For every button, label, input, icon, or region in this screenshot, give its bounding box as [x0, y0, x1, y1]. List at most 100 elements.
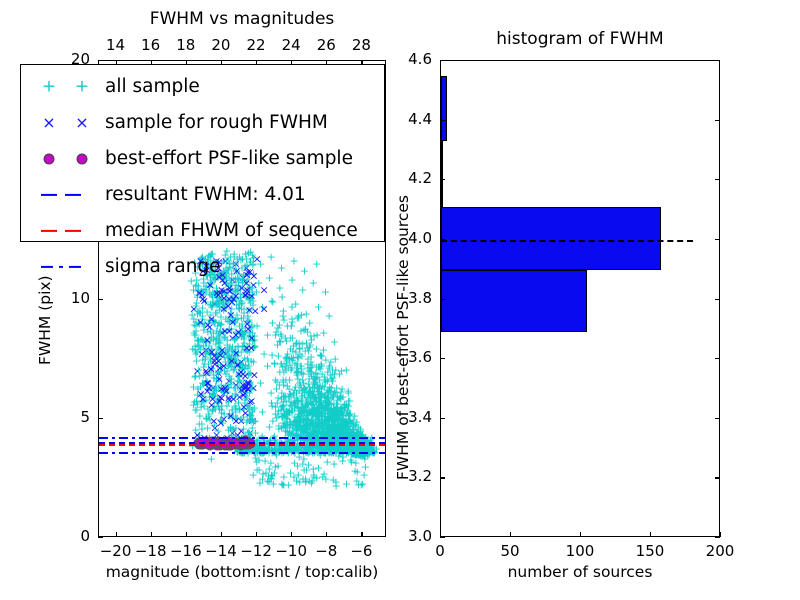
- scatter-point-all: +: [244, 314, 253, 325]
- scatter-point-all: +: [333, 412, 342, 423]
- scatter-point-all: +: [248, 336, 257, 347]
- scatter-point-all: +: [233, 350, 242, 361]
- scatter-point-all: +: [303, 423, 312, 434]
- scatter-point-all: +: [206, 326, 215, 337]
- scatter-point-all: +: [329, 414, 338, 425]
- scatter-point-all: +: [274, 351, 283, 362]
- scatter-point-rough: ×: [219, 361, 228, 372]
- scatter-point-all: +: [237, 325, 246, 336]
- scatter-point-all: +: [239, 375, 248, 386]
- scatter-point-all: +: [241, 323, 250, 334]
- scatter-point-all: +: [236, 357, 245, 368]
- scatter-point-all: +: [314, 462, 323, 473]
- scatter-point-rough: ×: [244, 384, 253, 395]
- scatter-point-all: +: [308, 421, 317, 432]
- scatter-point-all: +: [303, 421, 312, 432]
- scatter-point-all: +: [279, 366, 288, 377]
- right-x-tick-mark: [510, 532, 512, 537]
- right-y-tick-mark-right: [715, 60, 720, 62]
- scatter-point-all: +: [216, 344, 225, 355]
- scatter-point-rough: ×: [243, 319, 252, 330]
- scatter-point-all: +: [329, 408, 338, 419]
- scatter-point-all: +: [295, 380, 304, 391]
- left-y-tick-mark: [98, 417, 103, 419]
- left-x-top-tick-mark: [291, 60, 293, 65]
- scatter-point-all: +: [224, 361, 233, 372]
- scatter-point-all: +: [341, 423, 350, 434]
- scatter-point-all: +: [303, 394, 312, 405]
- scatter-point-all: +: [293, 445, 302, 456]
- scatter-point-all: +: [327, 391, 336, 402]
- scatter-point-all: +: [245, 377, 254, 388]
- scatter-point-all: +: [330, 423, 339, 434]
- scatter-point-all: +: [298, 284, 307, 295]
- scatter-point-all: +: [253, 465, 262, 476]
- scatter-point-all: +: [337, 426, 346, 437]
- scatter-point-all: +: [224, 411, 233, 422]
- scatter-point-all: +: [310, 392, 319, 403]
- scatter-point-all: +: [353, 445, 362, 456]
- scatter-point-all: +: [277, 405, 286, 416]
- scatter-point-all: +: [240, 352, 249, 363]
- scatter-point-all: +: [322, 395, 331, 406]
- scatter-point-all: +: [328, 392, 337, 403]
- scatter-point-all: +: [238, 329, 247, 340]
- scatter-point-all: +: [214, 401, 223, 412]
- scatter-point-all: +: [324, 404, 333, 415]
- scatter-point-all: +: [311, 367, 320, 378]
- scatter-point-all: +: [336, 424, 345, 435]
- scatter-point-all: +: [282, 412, 291, 423]
- scatter-point-all: +: [314, 427, 323, 438]
- scatter-point-all: +: [191, 301, 200, 312]
- scatter-point-all: +: [196, 382, 205, 393]
- scatter-point-all: +: [316, 419, 325, 430]
- scatter-point-rough: ×: [222, 385, 231, 396]
- scatter-point-all: +: [255, 477, 264, 488]
- scatter-point-all: +: [224, 381, 233, 392]
- scatter-point-all: +: [204, 359, 213, 370]
- scatter-point-all: +: [295, 414, 304, 425]
- scatter-point-all: +: [356, 449, 365, 460]
- scatter-point-all: +: [309, 426, 318, 437]
- scatter-point-all: +: [239, 313, 248, 324]
- scatter-point-all: +: [257, 445, 266, 456]
- scatter-point-all: +: [361, 461, 370, 472]
- scatter-point-all: +: [196, 344, 205, 355]
- scatter-point-all: +: [305, 475, 314, 486]
- scatter-point-all: +: [249, 342, 258, 353]
- scatter-point-all: +: [343, 405, 352, 416]
- right-y-tick-label: 4.6: [392, 52, 432, 67]
- scatter-point-all: +: [317, 360, 326, 371]
- scatter-point-all: +: [313, 405, 322, 416]
- scatter-point-all: +: [334, 413, 343, 424]
- scatter-point-all: +: [246, 377, 255, 388]
- scatter-point-all: +: [282, 405, 291, 416]
- scatter-point-all: +: [349, 425, 358, 436]
- right-y-tick-mark: [440, 179, 445, 181]
- scatter-point-all: +: [299, 384, 308, 395]
- scatter-point-all: +: [321, 391, 330, 402]
- scatter-point-all: +: [243, 415, 252, 426]
- scatter-point-all: +: [235, 372, 244, 383]
- scatter-point-all: +: [220, 303, 229, 314]
- scatter-point-all: +: [333, 392, 342, 403]
- scatter-point-all: +: [325, 424, 334, 435]
- scatter-point-all: +: [336, 411, 345, 422]
- scatter-point-all: +: [336, 425, 345, 436]
- scatter-point-rough: ×: [208, 394, 217, 405]
- scatter-point-all: +: [193, 285, 202, 296]
- scatter-point-all: +: [274, 424, 283, 435]
- scatter-point-all: +: [227, 304, 236, 315]
- scatter-point-all: +: [345, 430, 354, 441]
- scatter-point-all: +: [204, 341, 213, 352]
- scatter-point-all: +: [335, 424, 344, 435]
- scatter-point-all: +: [191, 317, 200, 328]
- scatter-point-rough: ×: [216, 349, 225, 360]
- scatter-point-all: +: [351, 449, 360, 460]
- scatter-point-all: +: [211, 308, 220, 319]
- scatter-point-all: +: [349, 425, 358, 436]
- scatter-point-all: +: [346, 416, 355, 427]
- scatter-point-all: +: [304, 379, 313, 390]
- scatter-point-all: +: [308, 404, 317, 415]
- scatter-point-all: +: [353, 448, 362, 459]
